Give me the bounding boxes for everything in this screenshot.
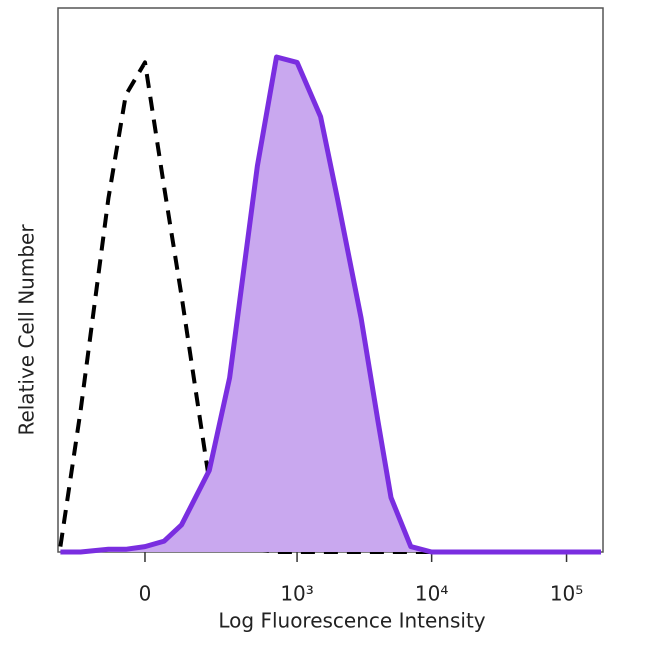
histogram-line bbox=[60, 54, 601, 555]
y-axis-title: Relative Cell Number bbox=[15, 224, 39, 436]
x-tick-label: 10³ bbox=[280, 582, 313, 606]
x-tick-label: 0 bbox=[139, 582, 152, 606]
x-axis-title: Log Fluorescence Intensity bbox=[218, 609, 485, 633]
x-tick-label: 10⁵ bbox=[550, 582, 583, 606]
x-tick-label: 10⁴ bbox=[415, 582, 448, 606]
histogram-area bbox=[60, 57, 601, 552]
